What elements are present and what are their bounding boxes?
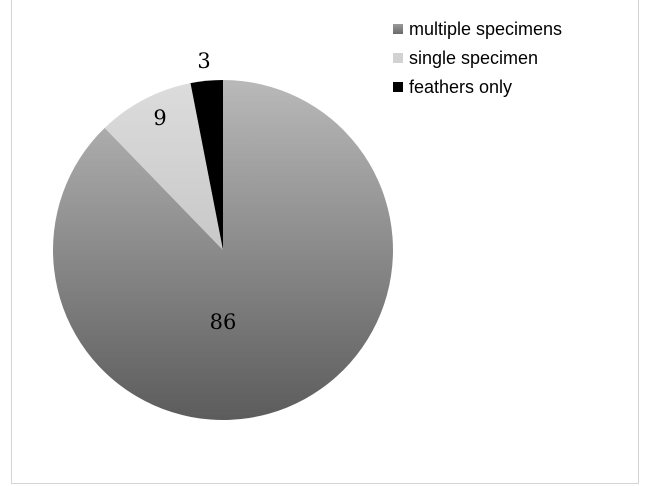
legend-label: feathers only (409, 76, 513, 97)
pie-slice-feathers-only (190, 79, 223, 250)
legend-swatch-single-specimen (393, 53, 403, 63)
legend-item-single-specimen: single specimen (393, 47, 562, 68)
data-label-single-specimen: 9 (153, 106, 166, 130)
legend: multiple specimens single specimen feath… (393, 18, 563, 107)
legend-item-feathers-only: feathers only (393, 76, 562, 97)
legend-item-multiple-specimens: multiple specimens (393, 18, 563, 39)
legend-swatch-feathers-only (393, 82, 403, 92)
legend-swatch-multiple-specimens (393, 24, 403, 34)
pie-slice-single-specimen (104, 83, 223, 250)
data-label-multiple-specimens: 86 (210, 310, 237, 334)
data-label-feathers-only: 3 (197, 49, 210, 73)
legend-label: multiple specimens (409, 18, 563, 39)
legend-label: single specimen (409, 47, 539, 68)
chart-frame (11, 0, 639, 484)
pie-slice-multiple-specimens (52, 80, 393, 420)
